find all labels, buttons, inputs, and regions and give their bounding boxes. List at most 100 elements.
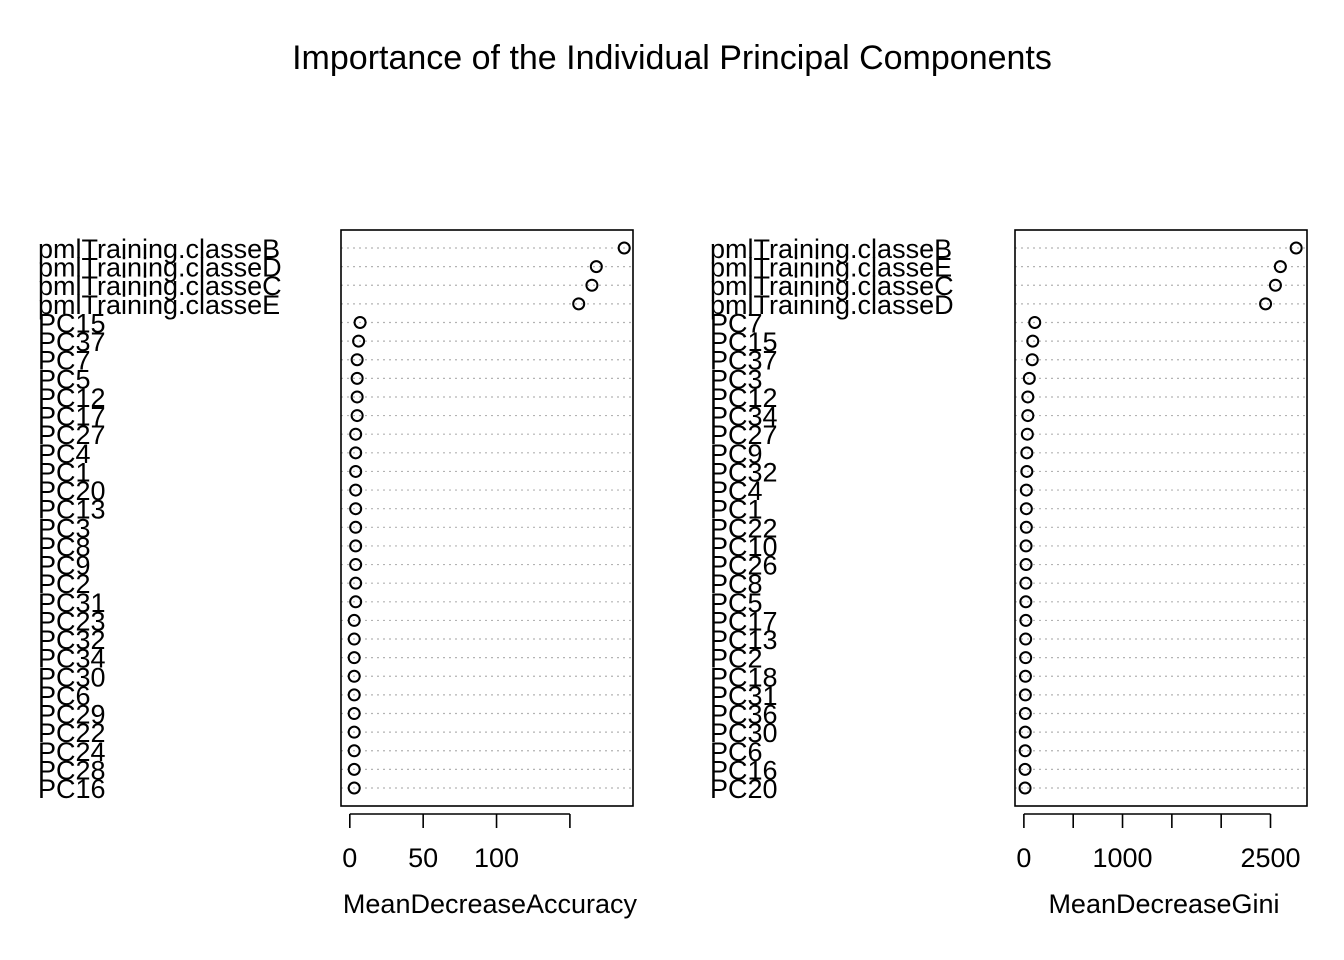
accuracy-row-label: PC31 xyxy=(38,588,106,618)
accuracy-data-point xyxy=(350,390,364,404)
gini-row-label: pmlTraining.classeD xyxy=(710,290,954,320)
accuracy-data-point xyxy=(350,409,364,423)
gini-data-point xyxy=(1018,669,1032,683)
accuracy-data-point xyxy=(353,315,367,329)
accuracy-row-label: PC32 xyxy=(38,625,106,655)
accuracy-row-label: PC17 xyxy=(38,402,106,432)
accuracy-row-label: PC2 xyxy=(38,569,91,599)
gini-row-label: PC13 xyxy=(710,625,778,655)
gini-data-point xyxy=(1259,297,1273,311)
accuracy-data-point xyxy=(350,371,364,385)
gini-x-axis-title: MeanDecreaseGini xyxy=(1048,889,1279,919)
gini-row-label: PC15 xyxy=(710,327,778,357)
accuracy-data-point xyxy=(585,278,599,292)
accuracy-data-point xyxy=(349,427,363,441)
gini-data-point xyxy=(1020,427,1034,441)
gini-row-label: pmlTraining.classeC xyxy=(710,271,954,301)
accuracy-data-point xyxy=(347,651,361,665)
accuracy-row-label: PC13 xyxy=(38,495,106,525)
accuracy-data-point xyxy=(347,669,361,683)
accuracy-row-label: PC5 xyxy=(38,364,91,394)
accuracy-row-label: PC20 xyxy=(38,476,106,506)
accuracy-row-label: PC23 xyxy=(38,606,106,636)
gini-data-point xyxy=(1020,446,1034,460)
gini-data-point xyxy=(1020,464,1034,478)
accuracy-data-point xyxy=(349,520,363,534)
accuracy-row-label: PC37 xyxy=(38,327,106,357)
accuracy-data-point xyxy=(349,576,363,590)
accuracy-row-label: PC8 xyxy=(38,532,91,562)
accuracy-data-point xyxy=(347,613,361,627)
accuracy-x-axis-title: MeanDecreaseAccuracy xyxy=(343,889,638,919)
accuracy-row-label: PC12 xyxy=(38,383,106,413)
accuracy-row-label: PC29 xyxy=(38,700,106,730)
gini-data-point xyxy=(1021,409,1035,423)
gini-data-point xyxy=(1019,502,1033,516)
gini-row-label: PC6 xyxy=(710,737,763,767)
gini-row-label: PC30 xyxy=(710,718,778,748)
accuracy-x-tick-label: 100 xyxy=(474,843,519,873)
gini-row-label: PC36 xyxy=(710,700,778,730)
gini-data-point xyxy=(1019,520,1033,534)
gini-row-label: PC22 xyxy=(710,513,778,543)
accuracy-row-label: PC9 xyxy=(38,551,91,581)
gini-data-point xyxy=(1019,595,1033,609)
main-title: Importance of the Individual Principal C… xyxy=(292,39,1052,77)
accuracy-row-label: PC27 xyxy=(38,420,106,450)
gini-row-label: PC3 xyxy=(710,364,763,394)
gini-row-label: PC1 xyxy=(710,495,763,525)
gini-data-point xyxy=(1018,707,1032,721)
gini-data-point xyxy=(1025,353,1039,367)
accuracy-data-point xyxy=(347,744,361,758)
accuracy-data-point xyxy=(349,483,363,497)
gini-data-point xyxy=(1022,371,1036,385)
accuracy-row-label: PC7 xyxy=(38,346,91,376)
gini-row-label: PC4 xyxy=(710,476,763,506)
gini-data-point xyxy=(1018,688,1032,702)
accuracy-row-label: PC3 xyxy=(38,513,91,543)
accuracy-row-label: PC28 xyxy=(38,755,106,785)
accuracy-row-label: PC4 xyxy=(38,439,91,469)
gini-data-point xyxy=(1018,781,1032,795)
gini-row-label: PC7 xyxy=(710,308,763,338)
accuracy-data-point xyxy=(352,334,366,348)
gini-row-label: PC32 xyxy=(710,457,778,487)
accuracy-plot-frame xyxy=(340,229,634,807)
gini-row-label: PC26 xyxy=(710,551,778,581)
accuracy-data-point xyxy=(347,762,361,776)
gini-data-point xyxy=(1021,390,1035,404)
gini-row-label: PC2 xyxy=(710,644,763,674)
gini-x-tick-label: 0 xyxy=(1016,843,1031,873)
gini-data-point xyxy=(1273,260,1287,274)
accuracy-data-point xyxy=(349,595,363,609)
gini-row-label: PC27 xyxy=(710,420,778,450)
gini-data-point xyxy=(1268,278,1282,292)
accuracy-row-label: pmlTraining.classeD xyxy=(38,253,282,283)
gini-data-point xyxy=(1019,483,1033,497)
gini-data-point xyxy=(1026,334,1040,348)
accuracy-x-tick-label: 0 xyxy=(342,843,357,873)
gini-row-label: PC20 xyxy=(710,774,778,804)
accuracy-row-label: PC1 xyxy=(38,457,91,487)
gini-row-label: PC34 xyxy=(710,402,778,432)
accuracy-x-tick-label: 50 xyxy=(408,843,438,873)
accuracy-row-label: PC16 xyxy=(38,774,106,804)
gini-x-tick-label: 2500 xyxy=(1240,843,1300,873)
gini-row-label: PC8 xyxy=(710,569,763,599)
gini-row-label: PC17 xyxy=(710,606,778,636)
gini-row-label: pmlTraining.classeB xyxy=(710,234,952,264)
gini-data-point xyxy=(1019,539,1033,553)
gini-data-point xyxy=(1018,725,1032,739)
gini-data-point xyxy=(1019,632,1033,646)
accuracy-data-point xyxy=(347,632,361,646)
accuracy-data-point xyxy=(349,539,363,553)
gini-row-label: PC16 xyxy=(710,755,778,785)
gini-data-point xyxy=(1019,613,1033,627)
accuracy-row-label: PC15 xyxy=(38,308,106,338)
accuracy-data-point xyxy=(347,725,361,739)
gini-plot-frame xyxy=(1014,229,1308,807)
gini-row-label: PC9 xyxy=(710,439,763,469)
accuracy-data-point xyxy=(347,707,361,721)
